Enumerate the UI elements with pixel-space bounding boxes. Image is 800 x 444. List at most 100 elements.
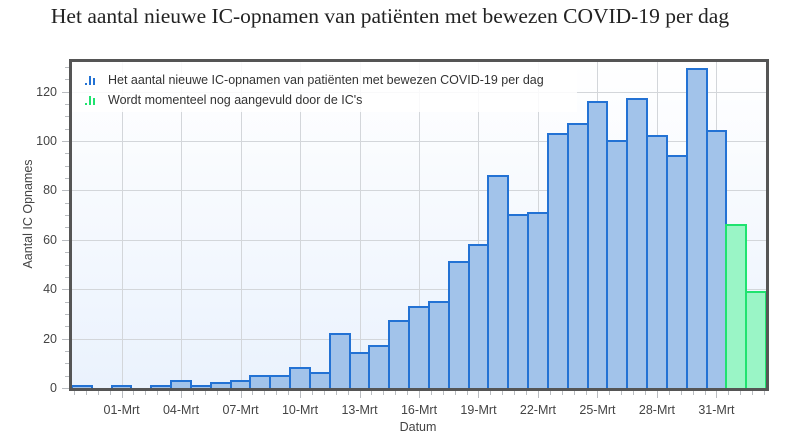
y-tick-label: 80	[43, 183, 57, 198]
x-tick-major	[241, 391, 242, 398]
x-tick-minor	[764, 391, 765, 395]
bar-ic-opnamen[interactable]	[348, 352, 371, 388]
gridline-vertical	[181, 62, 182, 388]
y-tick-label: 120	[36, 84, 57, 99]
x-tick-minor	[336, 391, 337, 395]
x-tick-major	[538, 391, 539, 398]
y-tick-minor	[65, 79, 69, 80]
x-tick-minor	[217, 391, 218, 395]
x-tick-minor	[229, 391, 230, 395]
bar-ic-opnamen[interactable]	[189, 384, 212, 388]
plot-area: Het aantal nieuwe IC-opnamen van patiënt…	[72, 62, 766, 388]
bar-ic-opnamen[interactable]	[170, 379, 192, 388]
y-tick-major	[62, 190, 69, 191]
bar-ic-opnamen[interactable]	[209, 382, 232, 388]
y-tick-major	[62, 289, 69, 290]
y-tick-minor	[65, 116, 69, 117]
x-tick-label: 28-Mrt	[638, 403, 675, 417]
bar-ic-opnamen[interactable]	[586, 100, 609, 388]
bar-ic-opnamen[interactable]	[487, 174, 510, 388]
bar-ic-opnamen[interactable]	[388, 320, 411, 388]
bar-ic-opnamen[interactable]	[665, 154, 688, 388]
x-tick-label: 01-Mrt	[103, 403, 140, 417]
bar-ic-opnamen[interactable]	[289, 367, 311, 388]
x-tick-minor	[383, 391, 384, 395]
x-tick-minor	[110, 391, 111, 395]
bar-ic-opnamen[interactable]	[249, 374, 272, 388]
bar-ic-opnamen[interactable]	[447, 261, 470, 388]
y-tick-minor	[65, 277, 69, 278]
x-tick-minor	[621, 391, 622, 395]
x-tick-major	[122, 391, 123, 398]
y-tick-major	[62, 92, 69, 93]
legend-item-aangevuld[interactable]: Wordt momenteel nog aangevuld door de IC…	[85, 92, 362, 108]
bar-ic-opnamen[interactable]	[368, 345, 391, 388]
gridline-vertical	[241, 62, 242, 388]
bar-ic-opnamen[interactable]	[269, 374, 292, 388]
x-tick-major	[716, 391, 717, 398]
bar-ic-opnamen[interactable]	[705, 130, 728, 388]
x-tick-minor	[348, 391, 349, 395]
x-tick-minor	[467, 391, 468, 395]
x-tick-label: 04-Mrt	[162, 403, 200, 417]
bar-aangevuld[interactable]	[745, 290, 766, 388]
x-tick-minor	[86, 391, 87, 395]
bar-ic-opnamen[interactable]	[546, 132, 569, 388]
bar-ic-opnamen[interactable]	[328, 332, 351, 388]
x-tick-minor	[74, 391, 75, 395]
x-tick-label: 22-Mrt	[519, 403, 557, 417]
bar-ic-opnamen[interactable]	[685, 68, 708, 388]
bar-ic-opnamen[interactable]	[646, 135, 668, 388]
x-tick-minor	[205, 391, 206, 395]
x-tick-minor	[407, 391, 408, 395]
x-tick-minor	[395, 391, 396, 395]
bar-ic-opnamen[interactable]	[566, 122, 589, 388]
y-tick-major	[62, 339, 69, 340]
bar-ic-opnamen[interactable]	[72, 384, 93, 388]
x-tick-minor	[550, 391, 551, 395]
bar-chart-icon	[85, 96, 95, 105]
y-tick-label: 60	[43, 232, 57, 247]
x-tick-label: 10-Mrt	[281, 403, 319, 417]
plot-frame: Het aantal nieuwe IC-opnamen van patiënt…	[69, 59, 769, 391]
bar-ic-opnamen[interactable]	[150, 384, 173, 388]
x-tick-label: 13-Mrt	[341, 403, 378, 417]
x-tick-minor	[669, 391, 670, 395]
x-tick-label: 31-Mrt	[698, 403, 735, 417]
x-tick-minor	[502, 391, 503, 395]
bar-ic-opnamen[interactable]	[527, 211, 549, 388]
x-tick-minor	[264, 391, 265, 395]
y-tick-minor	[65, 215, 69, 216]
x-tick-minor	[431, 391, 432, 395]
bar-ic-opnamen[interactable]	[308, 372, 331, 388]
y-tick-minor	[65, 227, 69, 228]
y-tick-minor	[65, 67, 69, 68]
x-tick-minor	[443, 391, 444, 395]
bar-ic-opnamen[interactable]	[408, 305, 430, 388]
bar-ic-opnamen[interactable]	[507, 214, 530, 388]
y-axis-title: Aantal IC Opnames	[21, 159, 35, 269]
bar-aangevuld[interactable]	[725, 224, 748, 388]
bar-ic-opnamen[interactable]	[606, 140, 629, 388]
x-tick-minor	[157, 391, 158, 395]
bar-ic-opnamen[interactable]	[110, 384, 133, 388]
y-tick-label: 40	[43, 282, 57, 297]
legend-item-ic-opnamen[interactable]: Het aantal nieuwe IC-opnamen van patiënt…	[85, 72, 544, 88]
bar-ic-opnamen[interactable]	[467, 243, 490, 388]
bar-ic-opnamen[interactable]	[626, 98, 649, 388]
y-tick-label: 0	[50, 381, 57, 395]
x-tick-minor	[98, 391, 99, 395]
y-tick-minor	[65, 265, 69, 266]
y-tick-major	[62, 141, 69, 142]
y-tick-minor	[65, 351, 69, 352]
gridline-vertical	[478, 62, 479, 388]
bar-ic-opnamen[interactable]	[229, 379, 252, 388]
y-tick-minor	[65, 363, 69, 364]
x-tick-minor	[145, 391, 146, 395]
x-tick-minor	[312, 391, 313, 395]
bar-ic-opnamen[interactable]	[427, 300, 450, 388]
bar-chart-icon	[85, 76, 95, 85]
legend-label: Het aantal nieuwe IC-opnamen van patiënt…	[108, 73, 544, 87]
y-tick-minor	[65, 326, 69, 327]
y-tick-minor	[65, 129, 69, 130]
